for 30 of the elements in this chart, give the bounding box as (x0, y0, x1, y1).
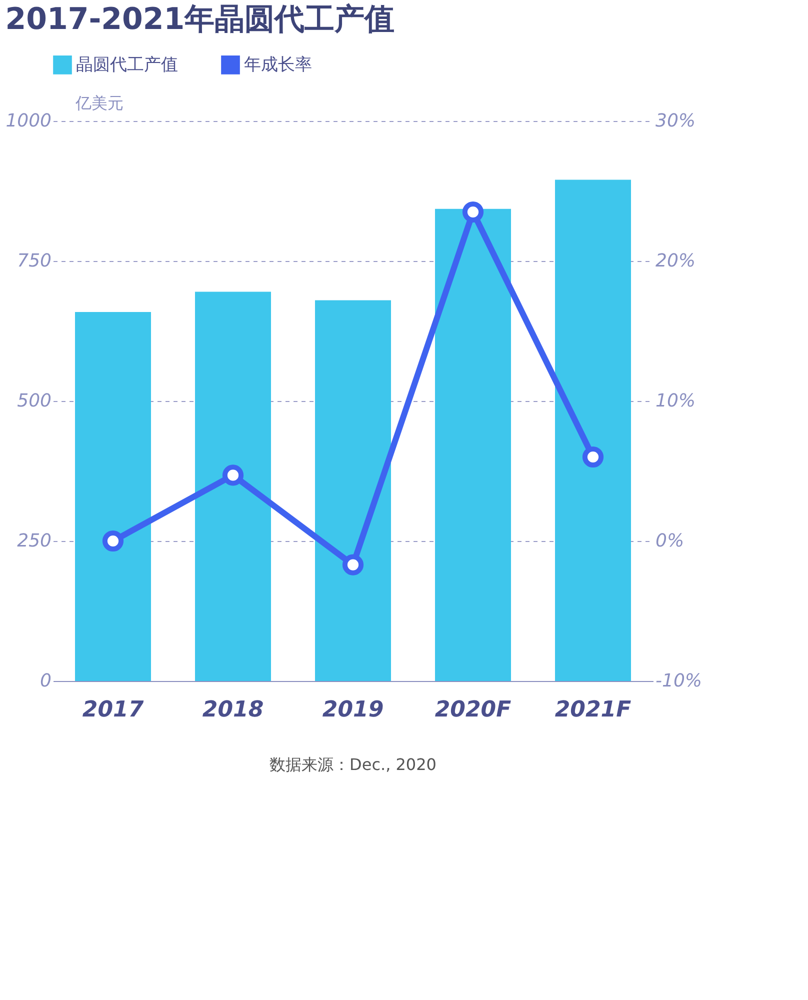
y-tick-label: 0 (40, 670, 52, 692)
y2-tick-label: 0% (656, 530, 684, 552)
y2-tick-label: 20% (656, 250, 696, 272)
y2-tick-label: 30% (656, 110, 696, 132)
bar (555, 180, 631, 681)
legend-label: 晶圆代工产值 (76, 54, 178, 75)
bar (315, 300, 391, 681)
bar (195, 292, 271, 681)
legend-label: 年成长率 (244, 54, 312, 75)
point (222, 464, 244, 486)
y-tick-label: 250 (17, 530, 52, 552)
y-tick-label: 500 (17, 390, 52, 412)
y-tick-label: 1000 (6, 110, 52, 132)
y-tick-label: 750 (17, 250, 52, 272)
y2-tick-label: -10% (656, 670, 702, 692)
y-axis-title: 亿美元 (74, 94, 124, 112)
source-note: 数据来源：Dec., 2020 (270, 755, 436, 774)
x-tick-label: 2017 (82, 698, 144, 722)
point (582, 446, 604, 468)
bar (75, 312, 151, 681)
x-tick-label: 2019 (322, 698, 384, 722)
x-tick-label: 2020F (434, 698, 512, 722)
chart-title: 2017-2021年晶圆代工产值 (5, 2, 395, 37)
point (102, 530, 124, 552)
x-tick-label: 2018 (202, 698, 264, 722)
y2-tick-label: 10% (656, 390, 696, 412)
point (342, 554, 364, 576)
x-tick-label: 2021F (554, 698, 632, 722)
point (462, 201, 484, 223)
bar (435, 208, 511, 681)
